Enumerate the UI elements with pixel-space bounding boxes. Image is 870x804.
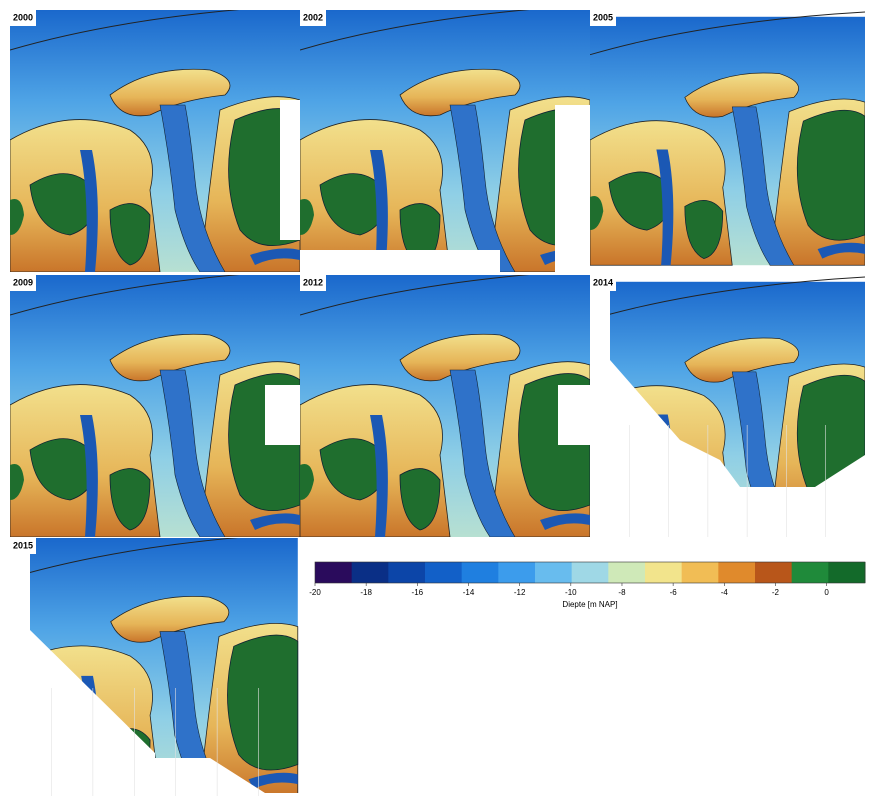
colorbar-label: Diepte [m NAP] [562, 600, 617, 609]
panel-label-box [10, 538, 36, 554]
panel-label-box [300, 10, 326, 26]
bathymetry-map [300, 10, 590, 272]
map-panel: 2002 [300, 10, 590, 272]
colorbar-segment [718, 562, 756, 583]
colorbar-tick-label: -20 [309, 588, 321, 597]
colorbar-segment [425, 562, 463, 583]
no-data-area [265, 385, 300, 445]
panel-label-box [590, 275, 616, 291]
panel-label: 2014 [593, 277, 613, 287]
colorbar-segment [645, 562, 683, 583]
panel-label-box [590, 10, 616, 26]
map-panel: 2014 [590, 275, 865, 537]
colorbar-segment [608, 562, 646, 583]
colorbar-tick-label: -8 [618, 588, 626, 597]
bathymetry-map [10, 10, 300, 272]
colorbar-tick-label: -2 [772, 588, 780, 597]
colorbar-tick-label: -6 [670, 588, 678, 597]
panel-label-box [300, 275, 326, 291]
panel-label: 2000 [13, 12, 33, 22]
no-data-area [10, 538, 300, 796]
colorbar-segment [388, 562, 426, 583]
no-data-area [558, 385, 590, 445]
colorbar-tick-label: -14 [463, 588, 475, 597]
panel-label-box [10, 275, 36, 291]
colorbar-segment [828, 562, 866, 583]
colorbar-segment [461, 562, 499, 583]
colorbar-segment [535, 562, 573, 583]
panel-label-box [10, 10, 36, 26]
colorbar-segment [755, 562, 793, 583]
colorbar-tick-label: -18 [360, 588, 372, 597]
colorbar-tick-label: -4 [721, 588, 729, 597]
bathymetry-map [300, 275, 590, 537]
no-data-area [590, 275, 865, 537]
colorbar-segment [571, 562, 609, 583]
colorbar-segment [498, 562, 536, 583]
map-panel: 2012 [300, 275, 590, 537]
panel-label: 2002 [303, 12, 323, 22]
panel-label: 2015 [13, 540, 33, 550]
no-data-area [280, 100, 300, 240]
bathymetry-map [10, 275, 300, 537]
colorbar-segment [315, 562, 353, 583]
colorbar-segment [791, 562, 829, 583]
colorbar-segment [681, 562, 719, 583]
colorbar-tick-label: -10 [565, 588, 577, 597]
map-panel: 2005 [590, 10, 865, 266]
colorbar-frame [314, 561, 866, 584]
panel-label: 2012 [303, 277, 323, 287]
map-panel: 2009 [10, 275, 300, 537]
panel-label: 2009 [13, 277, 33, 287]
colorbar-segment [351, 562, 389, 583]
bathymetry-map [590, 11, 865, 266]
colorbar-tick-label: -16 [412, 588, 424, 597]
colorbar-tick-label: -12 [514, 588, 526, 597]
colorbar-tick-label: 0 [824, 588, 829, 597]
panel-label: 2005 [593, 12, 613, 22]
map-panel: 2015 [10, 538, 300, 796]
map-panel: 2000 [10, 10, 300, 272]
no-data-area [300, 105, 590, 272]
